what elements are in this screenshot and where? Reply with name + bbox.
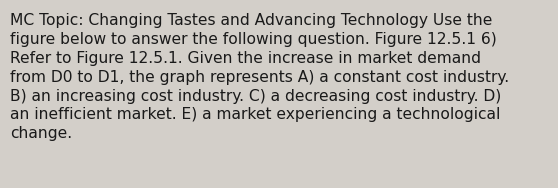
Text: MC Topic: Changing Tastes and Advancing Technology Use the
figure below to answe: MC Topic: Changing Tastes and Advancing … [10, 13, 509, 141]
